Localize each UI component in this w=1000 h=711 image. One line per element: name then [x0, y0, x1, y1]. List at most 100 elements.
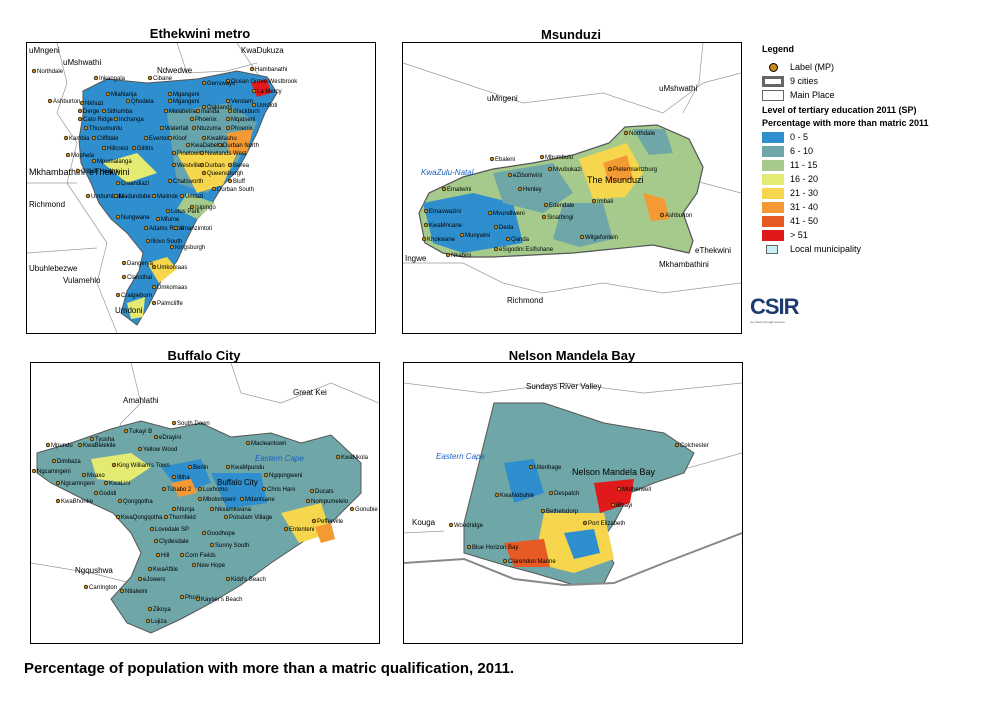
label-mp-marker: [79, 100, 85, 106]
label-mp-marker: [171, 150, 177, 156]
place-label: Macleantown: [251, 441, 286, 447]
label-mp-marker: [211, 186, 217, 192]
place-label: Amahlathi: [123, 396, 159, 405]
legend-local-municipality: Local municipality: [790, 244, 862, 254]
label-mp-marker: [143, 135, 149, 141]
place-label: KwaBhonke: [61, 499, 94, 505]
place-label: KwaMpundu: [231, 465, 264, 471]
label-mp-marker: [547, 166, 553, 172]
place-label: uMngeni: [487, 94, 518, 103]
place-label: Nompumelelo: [311, 499, 349, 505]
legend-nine-cities: 9 cities: [790, 76, 819, 86]
place-label: Mkhambathini: [659, 260, 709, 269]
place-label: Corn Fields: [185, 553, 216, 559]
label-mp-marker: [159, 125, 165, 131]
place-label: Qanda: [511, 237, 530, 243]
place-label: Clydesdale: [159, 539, 189, 545]
place-label: Kouga: [412, 518, 436, 527]
label-mp-marker: [167, 91, 173, 97]
label-mp-marker: [171, 506, 177, 512]
label-mp-marker: [448, 522, 454, 528]
place-label: Lotus Park: [171, 209, 201, 215]
place-label: Mvundlweni: [493, 211, 525, 217]
label-mp-marker: [225, 576, 231, 582]
place-label: Umkomaas: [157, 285, 187, 291]
place-label: KwaDukuza: [241, 46, 284, 55]
label-mp-marker: [445, 252, 451, 258]
label-mp-marker: [105, 91, 111, 97]
label-mp-marker: [113, 116, 119, 122]
label-mp-marker: [517, 186, 523, 192]
label-mp-marker: [225, 98, 231, 104]
label-mp-marker: [147, 75, 153, 81]
label-mp-marker: [197, 496, 203, 502]
place-label: Phoenix: [195, 117, 217, 123]
place-label: Umdloti: [257, 103, 277, 109]
legend-local-municipality-row: Local municipality: [762, 242, 992, 256]
place-label: Adams Rural: [149, 226, 184, 232]
label-mp-marker: [493, 224, 499, 230]
label-mp-marker: [494, 492, 500, 498]
place-label: Isipingo: [195, 205, 216, 211]
place-label: Blue Horizon Bay: [472, 545, 518, 551]
nelson-mandela-bay-map[interactable]: Sundays River Valley Colchester Eastern Ca…: [403, 362, 743, 644]
place-label: KwaLini: [109, 481, 130, 487]
label-mp-marker: [610, 502, 616, 508]
place-label: Nungwane: [121, 215, 150, 221]
label-mp-marker: [201, 104, 207, 110]
label-mp-marker: [225, 78, 231, 84]
legend-class-swatch: [762, 173, 784, 185]
label-mp-marker: [103, 480, 109, 486]
legend-class-row: 31 - 40: [762, 200, 992, 214]
place-label: King William's Town: [117, 463, 170, 469]
legend-nine-cities-row: 9 cities: [762, 74, 992, 88]
legend-class-label: 0 - 5: [790, 132, 809, 142]
place-label: Eastern Cape: [436, 452, 485, 461]
place-label: KwaZulu-Natal: [421, 168, 474, 177]
label-mp-marker: [582, 520, 588, 526]
label-mp-marker: [91, 158, 97, 164]
legend-class-row: > 51: [762, 228, 992, 242]
place-label: KwaMashu: [207, 136, 237, 142]
label-mp-marker: [201, 530, 207, 536]
legend-class-swatch: [762, 187, 784, 199]
place-label: Sithumba: [107, 109, 133, 115]
place-label: Durban South: [217, 187, 254, 193]
label-mp-marker: [117, 498, 123, 504]
label-mp-marker: [115, 514, 121, 520]
place-label: Berea: [233, 163, 250, 169]
legend-class-swatch: [762, 201, 784, 213]
place-label: Richmond: [507, 296, 543, 305]
label-mp-marker: [195, 596, 201, 602]
ethekwini-map[interactable]: uMngeni uMshwathi Ndwedwe KwaDukuza Northdal…: [26, 42, 376, 334]
place-label: Phozi: [185, 595, 200, 601]
label-mp-marker: [502, 558, 508, 564]
label-mp-marker: [309, 488, 315, 494]
place-label: Ngcamngeni: [37, 469, 71, 475]
place-label: Mkhambathini: [29, 167, 85, 177]
legend-class-row: 16 - 20: [762, 172, 992, 186]
label-mp-marker: [93, 490, 99, 496]
label-mp-marker: [197, 486, 203, 492]
label-mp-marker: [121, 274, 127, 280]
place-label: KwaNobuhle: [500, 493, 535, 499]
label-mp-marker: [77, 442, 83, 448]
place-label: Derge: [83, 109, 100, 115]
place-label: Kayser's Beach: [201, 597, 243, 603]
place-label: Phoenix: [231, 126, 253, 132]
place-label: Ubuhlebezwe: [29, 264, 78, 273]
place-label: New Hope: [197, 563, 226, 569]
place-label: Mgangeni: [173, 92, 199, 98]
place-label: Edendale: [549, 203, 575, 209]
place-label: Mbolompeni: [203, 497, 236, 503]
place-label: eSigodini Esifishane: [499, 247, 554, 253]
place-label: Richmond: [29, 200, 65, 209]
place-label: Kingsburgh: [175, 245, 205, 251]
legend-class-label: 16 - 20: [790, 174, 819, 184]
msunduzi-map[interactable]: uMngeni uMshwathi Northdale Ebaleni Mbumbulu…: [402, 42, 742, 334]
buffalo-city-map[interactable]: Amahlathi Great Kei South Down Tukayi B eDra…: [30, 362, 380, 644]
place-label: Umdoni: [115, 306, 143, 315]
label-mp-marker: [115, 214, 121, 220]
place-label: Mlahlanja: [111, 92, 137, 98]
label-mp-marker: [311, 518, 317, 524]
